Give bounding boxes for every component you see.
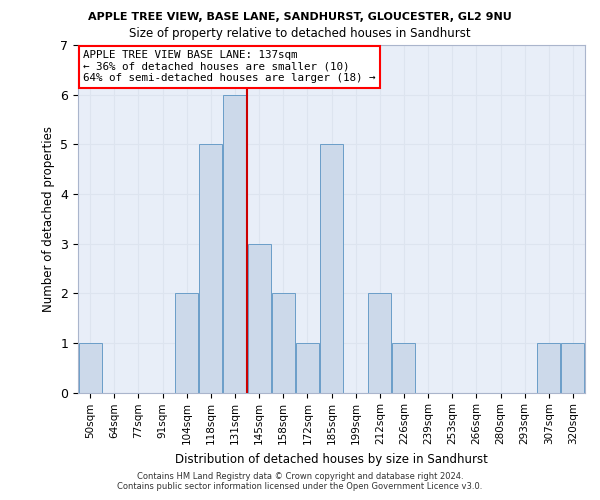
Text: Contains HM Land Registry data © Crown copyright and database right 2024.
Contai: Contains HM Land Registry data © Crown c… [118, 472, 482, 491]
Bar [562, 343, 584, 392]
Bar [296, 343, 319, 392]
Text: APPLE TREE VIEW BASE LANE: 137sqm
← 36% of detached houses are smaller (10)
64% : APPLE TREE VIEW BASE LANE: 137sqm ← 36% … [83, 50, 376, 84]
Bar [199, 144, 222, 392]
Bar [175, 293, 198, 392]
Bar [248, 244, 271, 392]
Bar [272, 293, 295, 392]
Bar [223, 94, 247, 393]
Bar [538, 343, 560, 392]
X-axis label: Distribution of detached houses by size in Sandhurst: Distribution of detached houses by size … [175, 452, 488, 466]
Bar [79, 343, 101, 392]
Bar [320, 144, 343, 392]
Bar [368, 293, 391, 392]
Text: APPLE TREE VIEW, BASE LANE, SANDHURST, GLOUCESTER, GL2 9NU: APPLE TREE VIEW, BASE LANE, SANDHURST, G… [88, 12, 512, 22]
Text: Size of property relative to detached houses in Sandhurst: Size of property relative to detached ho… [129, 28, 471, 40]
Y-axis label: Number of detached properties: Number of detached properties [42, 126, 55, 312]
Bar [392, 343, 415, 392]
